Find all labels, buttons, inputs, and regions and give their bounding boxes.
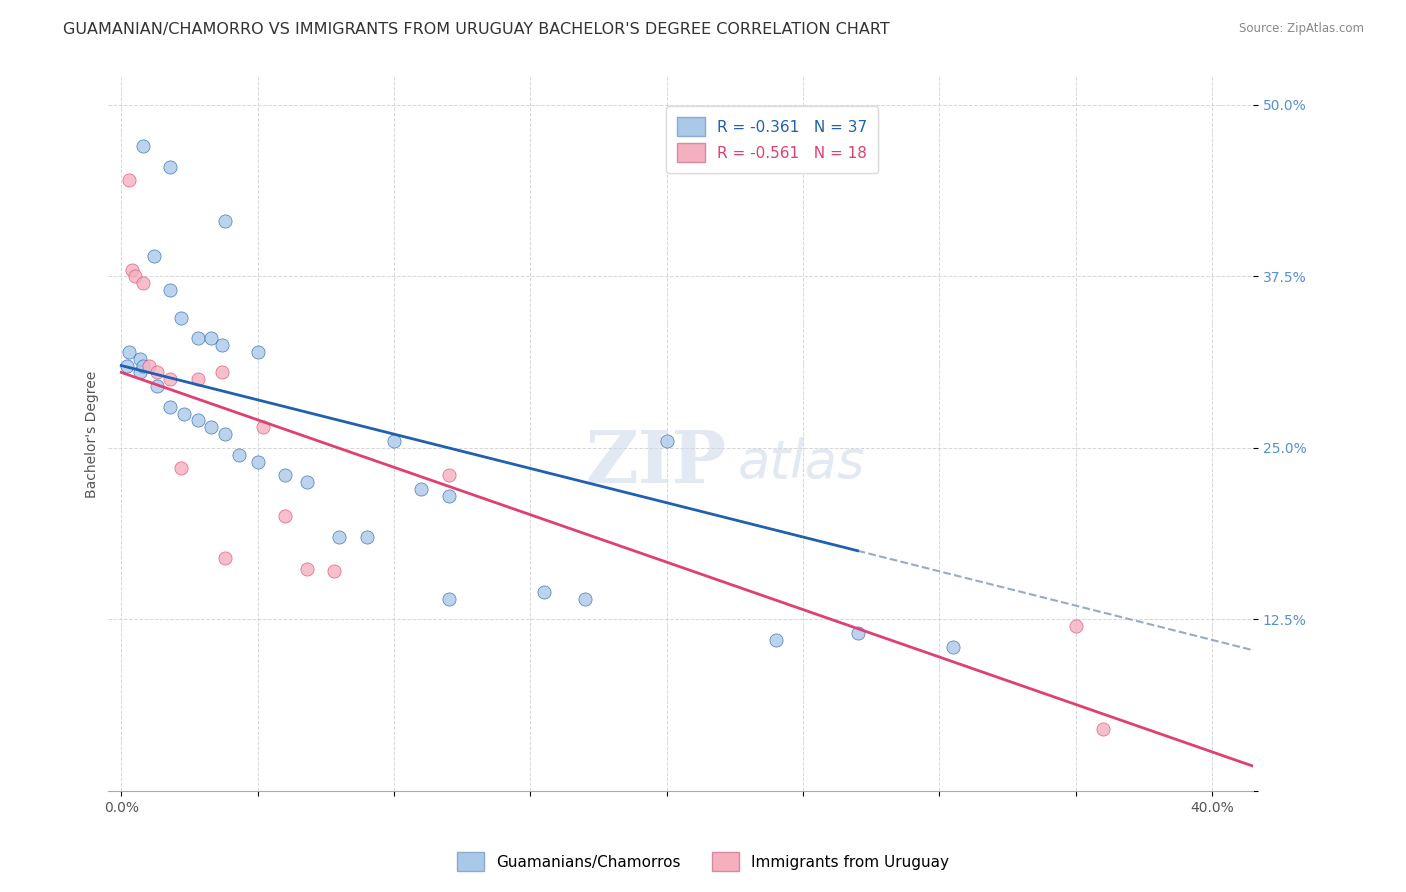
Point	[252, 420, 274, 434]
Point	[121, 262, 143, 277]
Point	[356, 530, 378, 544]
Point	[328, 530, 350, 544]
Point	[295, 561, 318, 575]
Point	[382, 434, 405, 448]
Point	[187, 372, 209, 386]
Point	[200, 331, 222, 345]
Point	[129, 365, 152, 379]
Point	[159, 372, 181, 386]
Point	[145, 379, 167, 393]
Point	[211, 365, 233, 379]
Point	[115, 359, 138, 373]
Point	[846, 626, 869, 640]
Point	[132, 139, 155, 153]
Point	[246, 344, 269, 359]
Point	[138, 359, 160, 373]
Legend: R = -0.361   N = 37, R = -0.561   N = 18: R = -0.361 N = 37, R = -0.561 N = 18	[666, 106, 877, 173]
Point	[118, 344, 141, 359]
Point	[145, 365, 167, 379]
Point	[214, 214, 236, 228]
Point	[143, 249, 166, 263]
Point	[1064, 619, 1087, 633]
Point	[295, 475, 318, 490]
Point	[323, 565, 346, 579]
Point	[228, 448, 250, 462]
Point	[118, 173, 141, 187]
Point	[655, 434, 678, 448]
Point	[159, 283, 181, 297]
Point	[437, 591, 460, 606]
Text: Source: ZipAtlas.com: Source: ZipAtlas.com	[1239, 22, 1364, 36]
Point	[170, 310, 193, 325]
Point	[533, 585, 555, 599]
Point	[214, 427, 236, 442]
Text: GUAMANIAN/CHAMORRO VS IMMIGRANTS FROM URUGUAY BACHELOR'S DEGREE CORRELATION CHAR: GUAMANIAN/CHAMORRO VS IMMIGRANTS FROM UR…	[63, 22, 890, 37]
Point	[129, 351, 152, 366]
Point	[159, 160, 181, 174]
Point	[1092, 722, 1115, 736]
Point	[132, 277, 155, 291]
Point	[170, 461, 193, 475]
Point	[124, 269, 146, 284]
Point	[274, 509, 297, 524]
Y-axis label: Bachelor's Degree: Bachelor's Degree	[86, 370, 100, 498]
Legend: Guamanians/Chamorros, Immigrants from Uruguay: Guamanians/Chamorros, Immigrants from Ur…	[451, 847, 955, 877]
Point	[942, 640, 965, 654]
Point	[246, 454, 269, 468]
Point	[274, 468, 297, 483]
Point	[187, 413, 209, 427]
Text: atlas: atlas	[738, 437, 865, 489]
Point	[574, 591, 596, 606]
Point	[159, 400, 181, 414]
Point	[411, 482, 433, 496]
Point	[211, 338, 233, 352]
Point	[187, 331, 209, 345]
Point	[437, 489, 460, 503]
Point	[200, 420, 222, 434]
Point	[437, 468, 460, 483]
Point	[173, 407, 195, 421]
Point	[765, 632, 787, 647]
Point	[214, 550, 236, 565]
Text: ZIP: ZIP	[585, 427, 725, 498]
Point	[132, 359, 155, 373]
